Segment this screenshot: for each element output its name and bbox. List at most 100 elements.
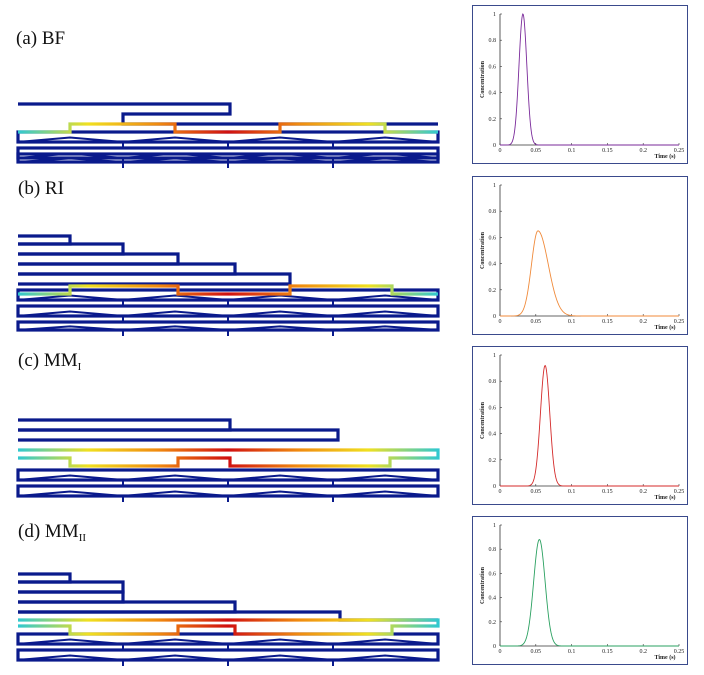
x-axis-label: Time (s)	[654, 654, 675, 661]
panel-prefix: (d)	[18, 521, 45, 542]
x-tick-label: 0.25	[674, 148, 685, 154]
x-tick-label: 0.15	[602, 489, 613, 495]
x-tick-label: 0.1	[568, 148, 576, 154]
y-tick-label: 0.6	[489, 571, 497, 577]
y-tick-label: 1	[493, 523, 496, 529]
channel-branch	[227, 310, 334, 317]
network-diagram-c	[16, 418, 440, 502]
channel-branch	[17, 157, 124, 163]
channel-branch	[332, 474, 439, 481]
channel-branch	[227, 157, 334, 163]
channel-branch	[122, 294, 229, 301]
x-tick-label: 0.25	[674, 649, 685, 655]
x-tick-label: 0.1	[568, 319, 576, 325]
x-tick-label: 0.1	[568, 489, 576, 495]
panel-name: RI	[44, 178, 64, 199]
channel-branch	[122, 310, 229, 317]
y-tick-label: 0.2	[489, 620, 497, 626]
x-tick-label: 0.25	[674, 489, 685, 495]
flow-hotspot	[18, 122, 438, 134]
flow-hotspot	[18, 448, 440, 468]
y-tick-label: 0	[493, 644, 496, 650]
y-tick-label: 0.8	[489, 547, 497, 553]
y-axis-label: Concentration	[480, 566, 486, 604]
x-tick-label: 0	[499, 489, 502, 495]
panel-label-d: (d) MMII	[18, 521, 86, 544]
y-tick-label: 0.6	[489, 235, 497, 241]
y-tick-label: 1	[493, 12, 496, 18]
x-tick-label: 0.2	[639, 489, 647, 495]
channel-branch	[122, 157, 229, 163]
channel-branch	[17, 310, 124, 317]
x-tick-label: 0.05	[531, 649, 542, 655]
y-tick-label: 0	[493, 314, 496, 320]
x-tick-label: 0	[499, 319, 502, 325]
channel-line	[18, 428, 340, 442]
y-tick-label: 1	[493, 353, 496, 359]
panel-prefix: (c)	[18, 350, 44, 371]
channel-branch	[227, 474, 334, 481]
panel-label-a: (a) BF	[16, 28, 65, 50]
channel-line	[18, 102, 438, 126]
y-tick-label: 0.6	[489, 64, 497, 70]
x-tick-label: 0	[499, 148, 502, 154]
network-diagram-b	[16, 234, 440, 336]
channel-row	[16, 468, 440, 482]
channel-branch	[17, 638, 124, 645]
concentration-curve	[500, 230, 679, 317]
channel-row	[16, 304, 440, 318]
channel-branch	[17, 490, 124, 497]
y-axis-label: Concentration	[480, 401, 486, 439]
panel-name: MM	[44, 521, 79, 542]
channel-branch	[122, 654, 229, 661]
x-tick-label: 0.05	[531, 319, 542, 325]
y-tick-label: 0.2	[489, 288, 497, 294]
y-tick-label: 0.4	[489, 91, 497, 97]
chart-frame-b: 0 0.2 0.4 0.6 0.8 1 0 0.05 0.1 0.15 0.2 0.25 Time (s…	[472, 176, 688, 335]
y-tick-label: 0.4	[489, 432, 497, 438]
y-tick-label: 0.2	[489, 458, 497, 464]
x-tick-label: 0.15	[602, 148, 613, 154]
panel-name: MM	[43, 350, 78, 371]
x-tick-label: 0.15	[602, 649, 613, 655]
panel-prefix: (b)	[18, 178, 45, 199]
chart-frame-c: 0 0.2 0.4 0.6 0.8 1 0 0.05 0.1 0.15 0.2 0.25 Time (s…	[472, 346, 688, 505]
channel-branch	[332, 325, 439, 331]
channel-branch	[332, 294, 439, 301]
concentration-curve	[500, 364, 679, 487]
y-tick-label: 0.8	[489, 379, 497, 385]
channel-branch	[332, 310, 439, 317]
panel-name: BF	[41, 28, 66, 49]
x-tick-label: 0.2	[639, 649, 647, 655]
x-tick-label: 0.2	[639, 319, 647, 325]
channel-branch	[227, 136, 334, 143]
channel-row	[16, 648, 440, 662]
channel-branch	[332, 490, 439, 497]
panel-subscript: I	[77, 361, 82, 373]
channel-branch	[17, 136, 124, 143]
channel-branch	[227, 490, 334, 497]
y-tick-label: 1	[493, 183, 496, 189]
x-tick-label: 0.25	[674, 319, 685, 325]
channel-branch	[332, 638, 439, 645]
network-diagram-d	[16, 572, 440, 666]
panel-prefix: (a)	[16, 28, 42, 49]
chart-frame-d: 0 0.2 0.4 0.6 0.8 1 0 0.05 0.1 0.15 0.2 0.25 Time (s…	[472, 516, 688, 665]
channel-row	[16, 320, 440, 332]
channel-line	[18, 272, 292, 286]
x-tick-label: 0.05	[531, 489, 542, 495]
panel-label-b: (b) RI	[18, 178, 64, 200]
channel-branch	[122, 474, 229, 481]
panel-label-c: (c) MMI	[18, 350, 81, 373]
x-tick-label: 0.05	[531, 148, 542, 154]
y-axis-label: Concentration	[480, 231, 486, 269]
channel-branch	[17, 474, 124, 481]
flow-hotspot	[18, 618, 440, 636]
chart-frame-a: 0 0.2 0.4 0.6 0.8 1 0 0.05 0.1 0.15 0.2 0.25 Time (s…	[472, 5, 688, 164]
y-tick-label: 0.2	[489, 117, 497, 123]
channel-branch	[17, 325, 124, 331]
channel-row	[16, 484, 440, 498]
